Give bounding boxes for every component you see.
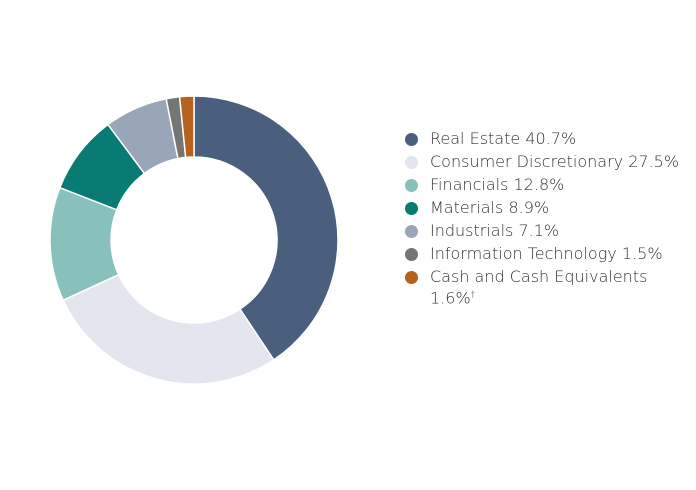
legend-value: 1.5% — [621, 244, 663, 263]
legend-marker — [405, 225, 418, 238]
legend-value: 12.8% — [513, 175, 565, 194]
legend-item: Information Technology 1.5% — [405, 245, 695, 263]
legend-marker — [405, 248, 418, 261]
legend-marker — [405, 202, 418, 215]
legend-footnote-marker: † — [470, 290, 476, 300]
legend-item: Consumer Discretionary 27.5% — [405, 153, 695, 171]
slice-consumer-discretionary — [62, 273, 275, 385]
legend-value: 40.7% — [525, 129, 577, 148]
legend-label: Consumer Discretionary — [430, 152, 624, 171]
legend-label: Materials — [430, 198, 504, 217]
legend-marker — [405, 156, 418, 169]
legend-item: Materials 8.9% — [405, 199, 695, 217]
legend-item: Cash and Cash Equivalents 1.6%† — [405, 268, 695, 307]
legend-marker — [405, 179, 418, 192]
legend-value: 7.1% — [518, 221, 560, 240]
legend-value: 8.9% — [508, 198, 550, 217]
slice-real-estate — [193, 95, 339, 361]
legend-value: 1.6% — [430, 288, 471, 308]
legend-item: Industrials 7.1% — [405, 222, 695, 240]
legend-label: Information Technology — [430, 244, 617, 263]
legend-marker — [405, 271, 418, 284]
legend-label: Industrials — [430, 221, 514, 240]
legend-label: Cash and Cash Equivalents — [430, 267, 648, 286]
legend-label: Financials — [430, 175, 509, 194]
legend: Real Estate 40.7% Consumer Discretionary … — [405, 130, 695, 312]
slice-cash-and-cash-equivalents — [178, 95, 195, 159]
legend-marker — [405, 133, 418, 146]
legend-item: Financials 12.8% — [405, 176, 695, 194]
legend-value: 27.5% — [628, 152, 680, 171]
legend-item: Real Estate 40.7% — [405, 130, 695, 148]
legend-label: Real Estate — [430, 129, 521, 148]
